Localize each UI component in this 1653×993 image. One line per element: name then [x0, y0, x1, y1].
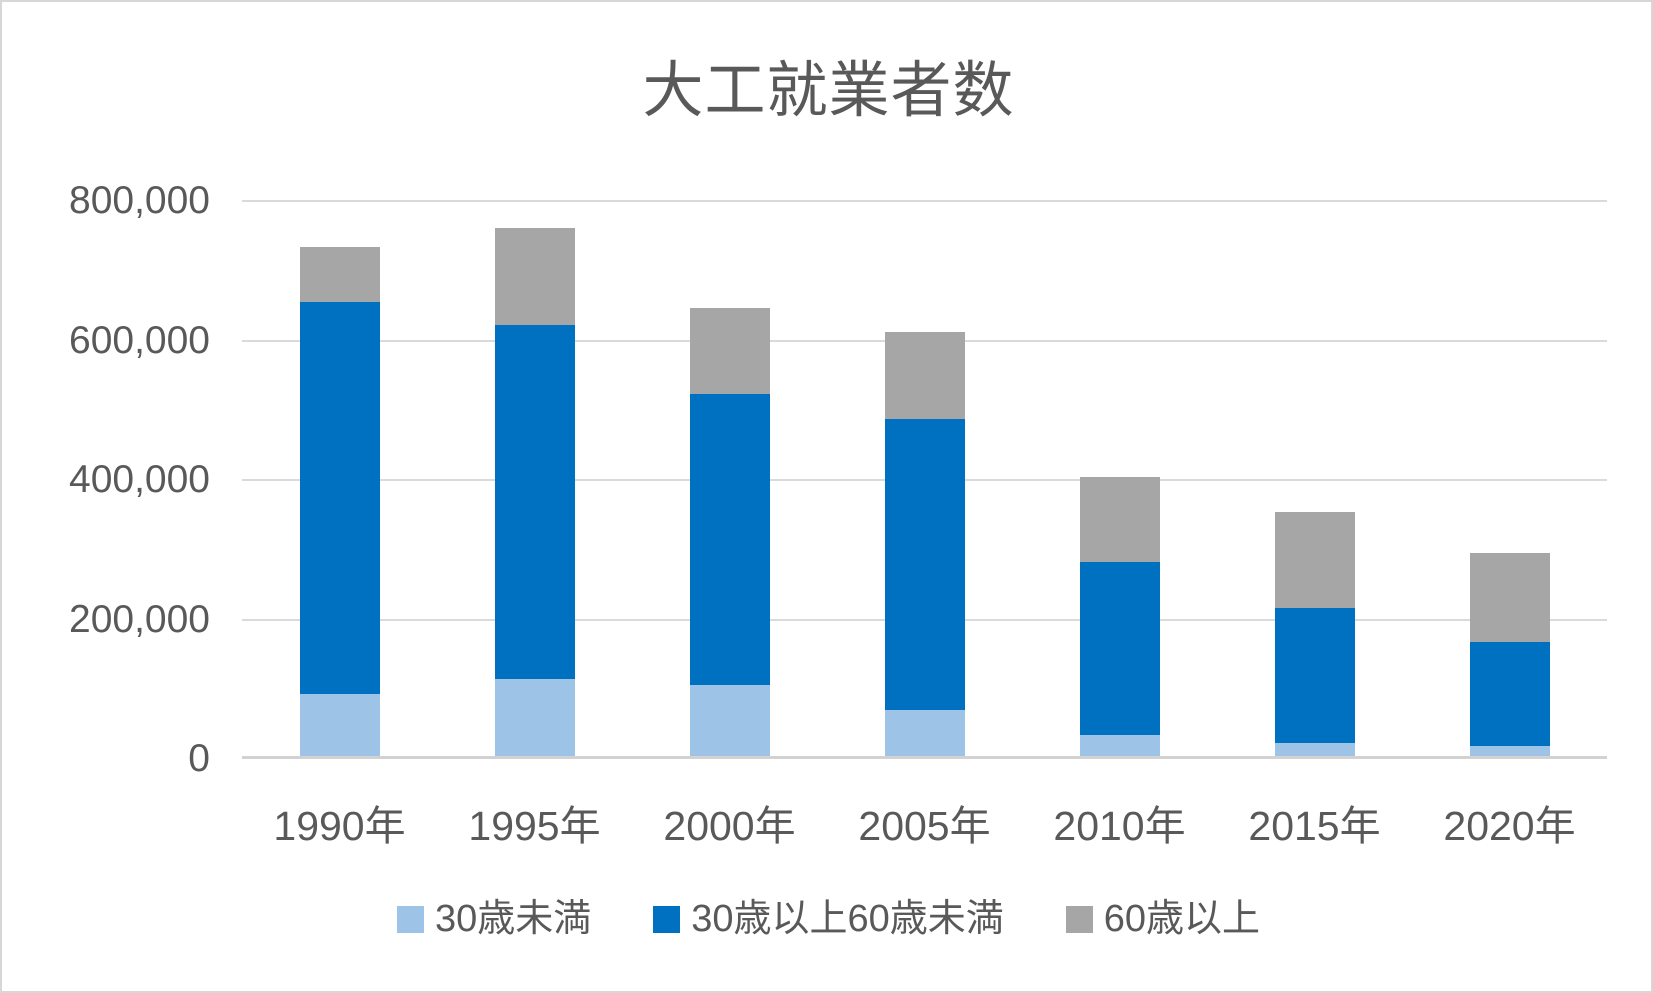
y-axis-tick-label: 0 — [188, 737, 210, 780]
legend-item: 30歳未満 — [396, 896, 592, 942]
bar-segment-60歳以上 — [300, 247, 380, 303]
bar-segment-30歳以上60歳未満 — [885, 418, 965, 711]
x-axis-tick-label: 2010年 — [1053, 803, 1186, 849]
legend-swatch-icon — [653, 905, 681, 933]
y-axis-tick-label: 200,000 — [69, 597, 210, 641]
legend: 30歳未満 30歳以上60歳未満 60歳以上 — [2, 896, 1651, 942]
legend-swatch-icon — [1065, 905, 1093, 933]
bar-segment-30歳未満 — [1080, 735, 1160, 759]
bar-segment-30歳以上60歳未満 — [300, 302, 380, 695]
legend-item: 60歳以上 — [1065, 896, 1261, 942]
y-axis-tick-label: 400,000 — [69, 458, 210, 501]
bar-segment-30歳以上60歳未満 — [1470, 641, 1550, 746]
legend-label: 30歳以上60歳未満 — [691, 898, 1004, 940]
x-axis-line — [242, 756, 1607, 759]
y-axis-tick-label: 600,000 — [69, 318, 210, 362]
bar-segment-30歳以上60歳未満 — [690, 394, 770, 686]
bar-segment-30歳以上60歳未満 — [1080, 561, 1160, 736]
bar-segment-30歳未満 — [1275, 742, 1355, 759]
bar-segment-60歳以上 — [690, 308, 770, 395]
bar-segment-30歳未満 — [885, 710, 965, 759]
bar-segment-30歳未満 — [495, 678, 575, 759]
legend-label: 60歳以上 — [1103, 898, 1261, 940]
bar-segment-60歳以上 — [1470, 552, 1550, 642]
legend-item: 30歳以上60歳未満 — [653, 896, 1004, 942]
bar-segment-30歳未満 — [1470, 745, 1550, 759]
chart-title: 大工就業者数 — [642, 56, 1015, 124]
bar-segment-60歳以上 — [1080, 477, 1160, 562]
legend-swatch-icon — [396, 905, 424, 933]
x-axis-tick-label: 2015年 — [1248, 803, 1381, 849]
bar-segment-60歳以上 — [1275, 512, 1355, 609]
x-axis-tick-label: 2000年 — [663, 803, 796, 849]
x-axis-tick-label: 1995年 — [468, 803, 601, 849]
bar-segment-30歳以上60歳未満 — [1275, 608, 1355, 743]
legend-label: 30歳未満 — [434, 898, 592, 940]
gridline — [242, 200, 1607, 202]
bar-segment-60歳以上 — [885, 332, 965, 419]
x-axis-tick-label: 2005年 — [858, 803, 991, 849]
bar-segment-60歳以上 — [495, 228, 575, 326]
x-axis-tick-label: 1990年 — [273, 803, 406, 849]
bar-segment-30歳未満 — [690, 685, 770, 759]
bar-segment-30歳以上60歳未満 — [495, 325, 575, 679]
bar-segment-30歳未満 — [300, 694, 380, 759]
x-axis-tick-label: 2020年 — [1443, 803, 1576, 849]
y-axis-tick-label: 800,000 — [69, 179, 210, 222]
